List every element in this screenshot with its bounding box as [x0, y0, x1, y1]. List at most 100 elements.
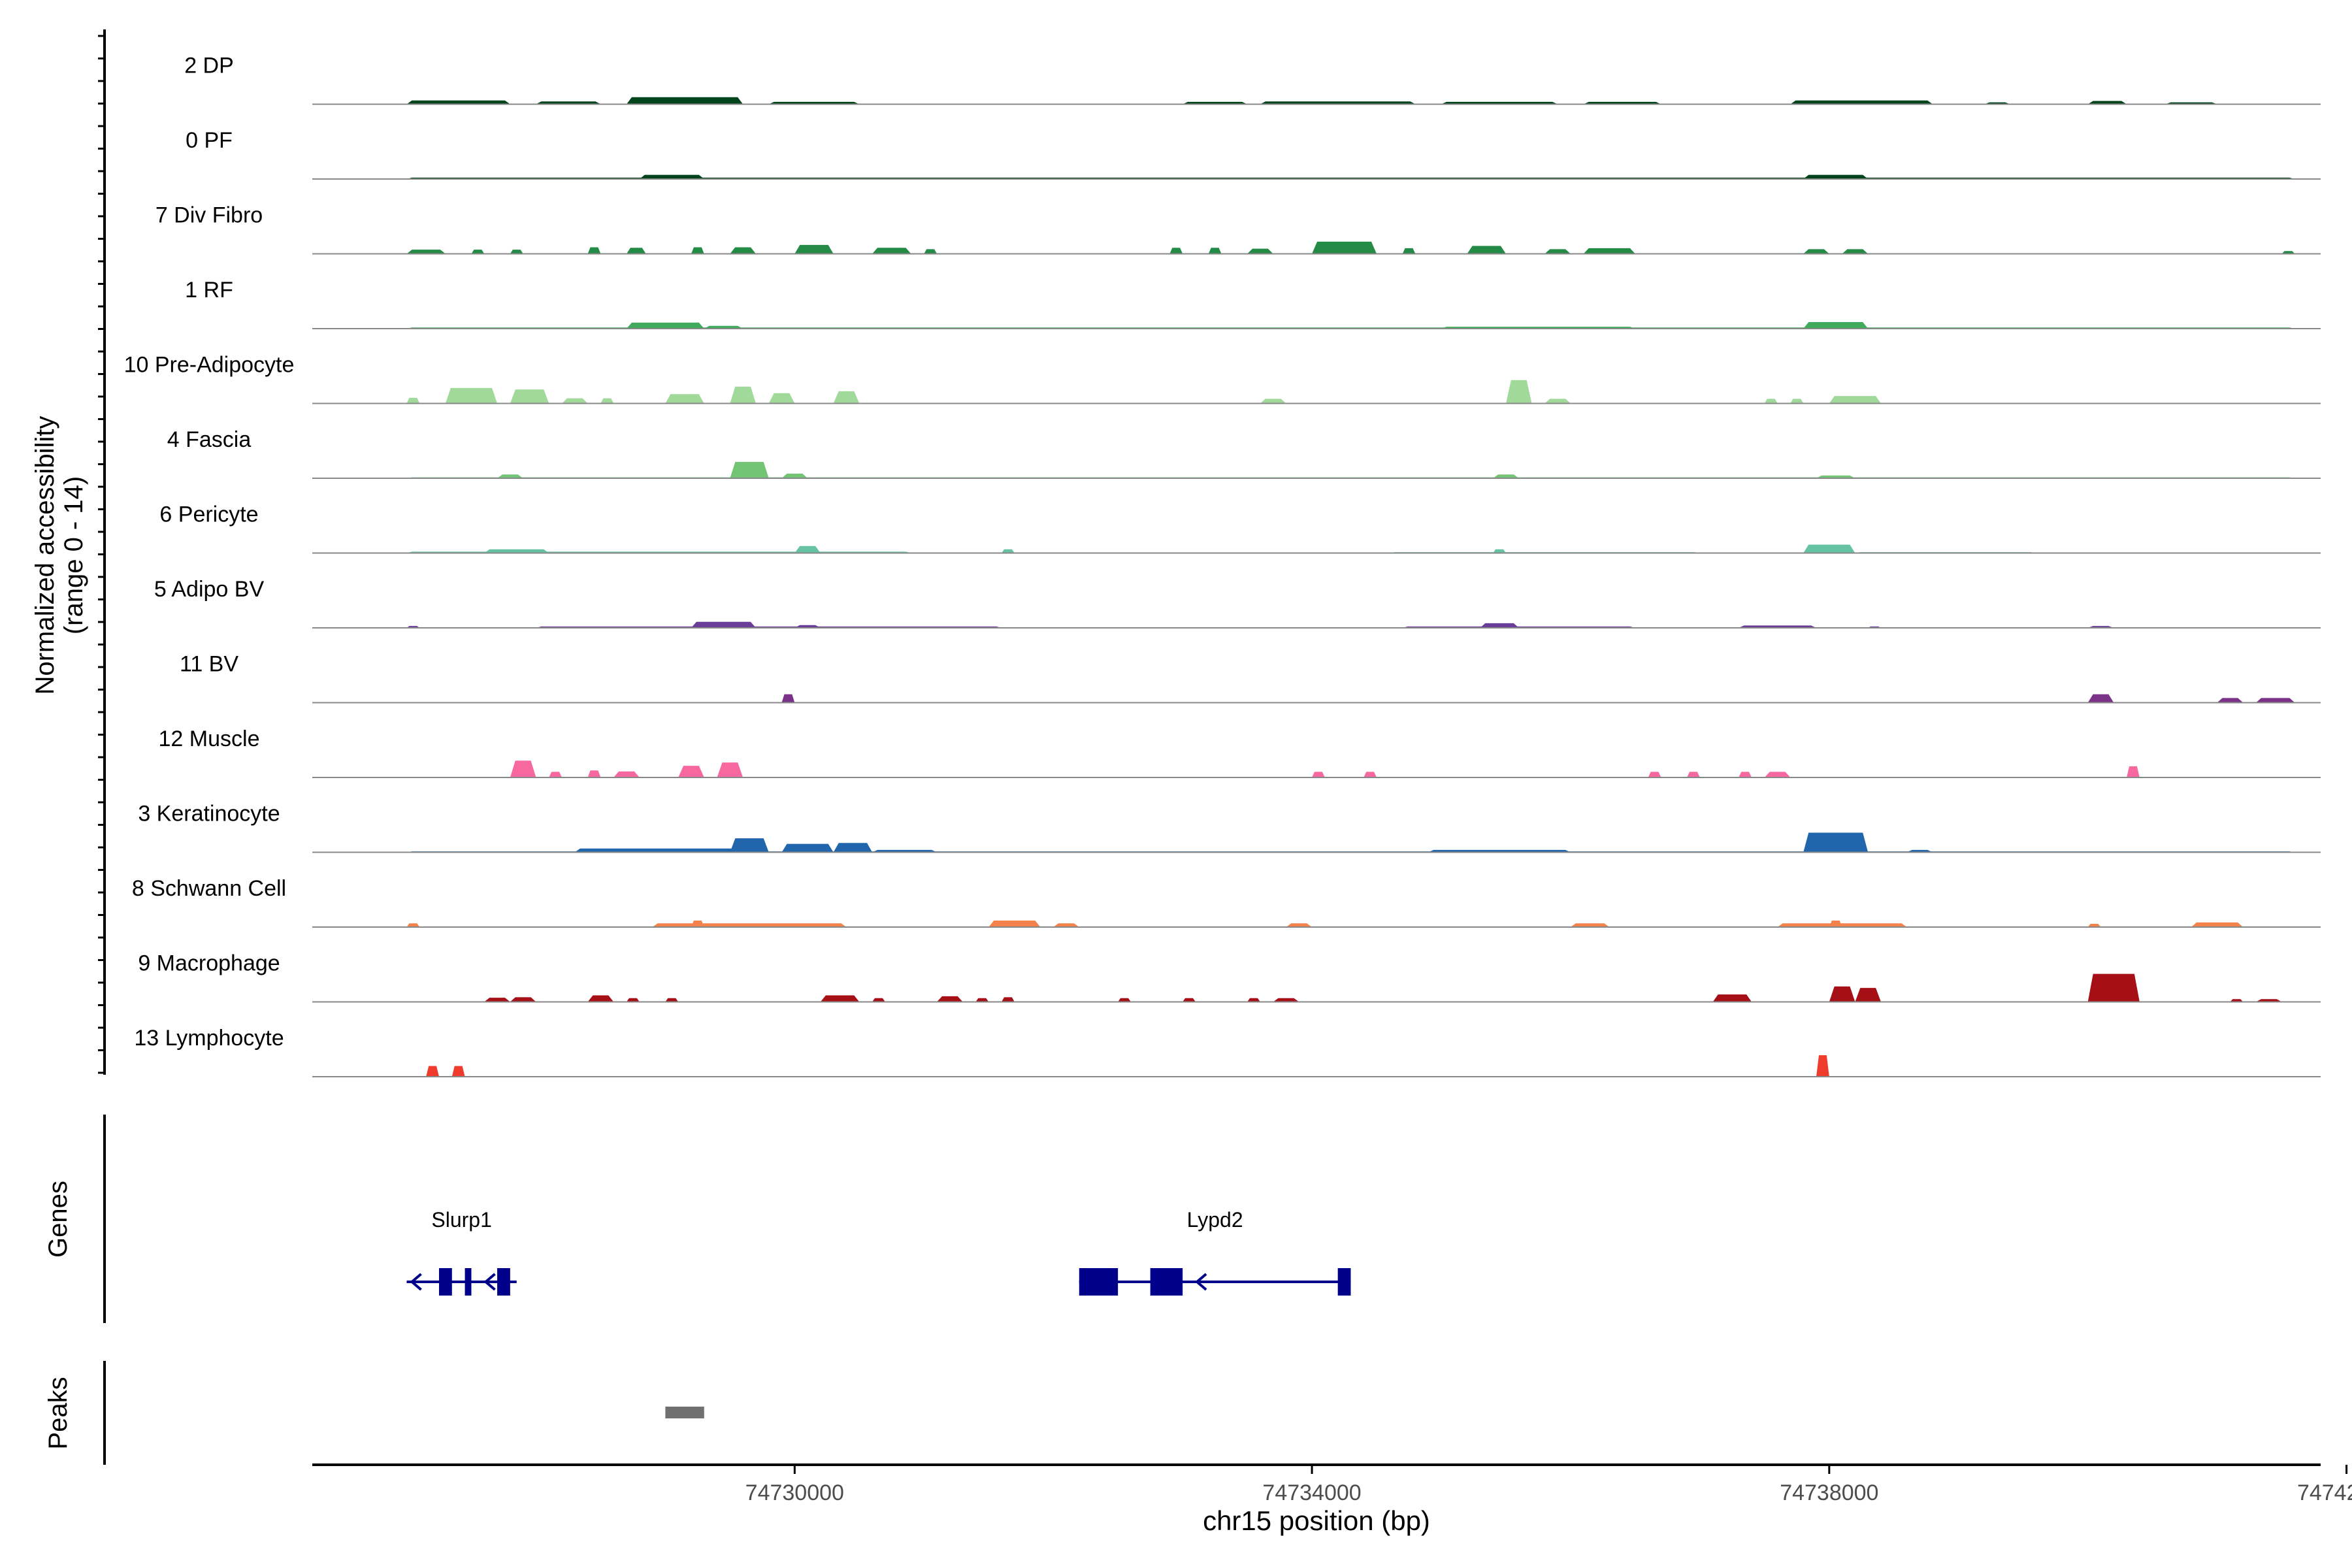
coverage-area — [1505, 380, 1532, 404]
coverage-area — [1260, 399, 1286, 404]
coverage-area — [1183, 998, 1196, 1002]
coverage-area — [406, 100, 510, 105]
coverage-area — [730, 838, 769, 853]
coverage-area — [665, 394, 704, 404]
gene-lypd2: Lypd2 — [1079, 1208, 1351, 1296]
track-label: 1 RF — [185, 278, 233, 302]
coverage-area — [1247, 998, 1260, 1002]
coverage-area — [587, 995, 614, 1002]
gene-label: Slurp1 — [431, 1208, 492, 1232]
coverage-area — [872, 998, 885, 1002]
coverage-area — [1002, 997, 1015, 1002]
coverage-area — [639, 174, 704, 179]
coverage-area — [406, 397, 420, 404]
coverage-area — [510, 389, 549, 404]
coverage-area — [1712, 994, 1752, 1002]
coverage-area — [1544, 399, 1571, 404]
coverage-area — [626, 248, 646, 254]
coverage-area — [872, 248, 911, 254]
coverage-area — [1312, 241, 1377, 254]
exon — [1337, 1268, 1351, 1296]
peaks-panel-label: Peaks — [44, 1377, 73, 1449]
x-axis-label: chr15 position (bp) — [1203, 1505, 1430, 1536]
track-3-keratinocyte: 3 Keratinocyte — [138, 802, 2321, 853]
coverage-area — [1842, 249, 1869, 254]
coverage-area — [1687, 772, 1700, 777]
coverage-area — [1002, 549, 1015, 553]
coverage-area — [1803, 544, 1855, 553]
coverage-area — [794, 546, 821, 553]
track-label: 12 Muscle — [159, 727, 260, 751]
coverage-area — [1208, 248, 1222, 254]
coverage-area — [1118, 998, 1131, 1002]
y-ticks — [98, 35, 105, 1074]
track-10-pre-adipocyte: 10 Pre-Adipocyte — [124, 353, 2321, 404]
track-13-lymphocyte: 13 Lymphocyte — [134, 1026, 2321, 1077]
coverage-area — [691, 921, 704, 927]
coverage-area — [988, 921, 1041, 927]
coverage-area — [704, 325, 743, 329]
track-7-div-fibro: 7 Div Fibro — [155, 203, 2321, 255]
coverage-area — [1273, 998, 1299, 1002]
coverage-area — [1855, 988, 1882, 1002]
coverage-area — [794, 244, 834, 254]
coverage-area — [1803, 249, 1829, 254]
track-label: 0 PF — [186, 128, 233, 153]
coverage-area — [833, 843, 873, 853]
coverage-area — [626, 97, 743, 105]
exon — [497, 1268, 510, 1296]
coverage-area — [1402, 248, 1416, 254]
coverage-area — [510, 250, 523, 254]
coverage-area — [2230, 999, 2244, 1002]
track-8-schwann-cell: 8 Schwann Cell — [132, 876, 2321, 928]
coverage-area — [510, 760, 536, 777]
track-12-muscle: 12 Muscle — [159, 727, 2321, 778]
coverage-area — [2087, 694, 2114, 703]
coverage-area — [1480, 623, 1519, 628]
coverage-area — [574, 848, 743, 853]
coverage-area — [1803, 832, 1869, 853]
track-label: 9 Macrophage — [138, 951, 280, 976]
coverage-area — [1544, 249, 1571, 254]
coverage-area — [2087, 101, 2127, 105]
strand-arrow — [410, 1273, 422, 1291]
coverage-area — [1583, 248, 1635, 254]
peaks-panel — [665, 1407, 704, 1418]
coverage-area — [781, 843, 834, 853]
coverage-area — [781, 473, 808, 478]
track-label: 7 Div Fibro — [155, 203, 263, 228]
coverage-area — [2256, 999, 2282, 1002]
coverage-area — [937, 996, 963, 1002]
coverage-area — [406, 923, 420, 927]
coverage-area — [549, 772, 563, 777]
coverage-area — [2127, 766, 2140, 777]
coverage-area — [451, 1066, 465, 1077]
coverage-area — [678, 766, 704, 777]
coverage-area — [665, 998, 679, 1002]
genes-panel-label: Genes — [44, 1181, 73, 1258]
coverage-area — [691, 247, 704, 254]
coverage-area — [2191, 922, 2244, 927]
track-label: 2 DP — [184, 54, 234, 78]
coverage-area — [562, 398, 588, 404]
track-label: 10 Pre-Adipocyte — [124, 353, 295, 378]
coverage-area — [613, 771, 640, 777]
coverage-area — [730, 462, 769, 478]
track-0-pf: 0 PF — [186, 128, 2321, 180]
coverage-area — [1790, 100, 1933, 105]
track-label: 11 BV — [180, 652, 238, 677]
x-tick-label: 74734000 — [1262, 1480, 1361, 1505]
track-label: 13 Lymphocyte — [134, 1026, 284, 1051]
coverage-area — [1247, 248, 1273, 254]
track-9-macrophage: 9 Macrophage — [138, 951, 2321, 1003]
tracks: 2 DP 0 PF 7 Div Fibro 1 RF 10 Pre-Adipocyte 4… — [124, 54, 2321, 1077]
coverage-area — [626, 322, 704, 329]
track-5-adipo-bv: 5 Adipo BV — [154, 577, 2321, 629]
exon — [438, 1268, 452, 1296]
coverage-area — [2087, 973, 2140, 1002]
track-1-rf: 1 RF — [185, 278, 2321, 329]
coverage-area — [730, 247, 756, 254]
coverage-area — [1764, 772, 1791, 777]
x-tick-label: 74738000 — [1780, 1480, 1878, 1505]
